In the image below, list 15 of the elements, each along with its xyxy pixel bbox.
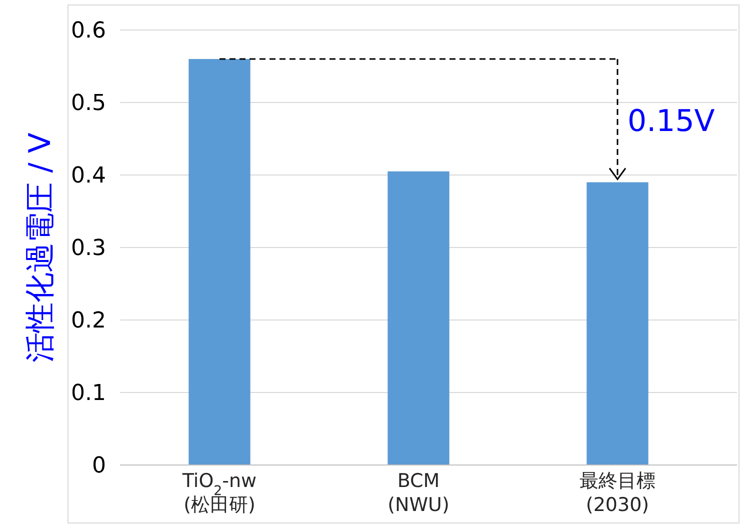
bar: [188, 59, 250, 465]
bar: [586, 182, 648, 465]
y-tick-label: 0.4: [71, 164, 106, 189]
y-tick-label: 0.1: [71, 381, 106, 406]
annotation: 0.15V: [628, 104, 716, 140]
y-axis-title: 活性化過電圧 / V: [23, 132, 58, 362]
bar: [388, 171, 450, 465]
x-tick-label: 最終目標 (2030): [580, 470, 656, 516]
x-tick-label: TiO$_{2}$-nw (松田研): [181, 470, 257, 516]
y-tick-label: 0.6: [71, 18, 106, 44]
y-tick-label: 0.3: [71, 236, 106, 262]
y-tick-label: 0.5: [71, 91, 106, 116]
y-tick-label: 0: [92, 454, 106, 479]
y-tick-label: 0.2: [71, 308, 106, 334]
x-tick-label: BCM (NWU): [388, 470, 450, 516]
